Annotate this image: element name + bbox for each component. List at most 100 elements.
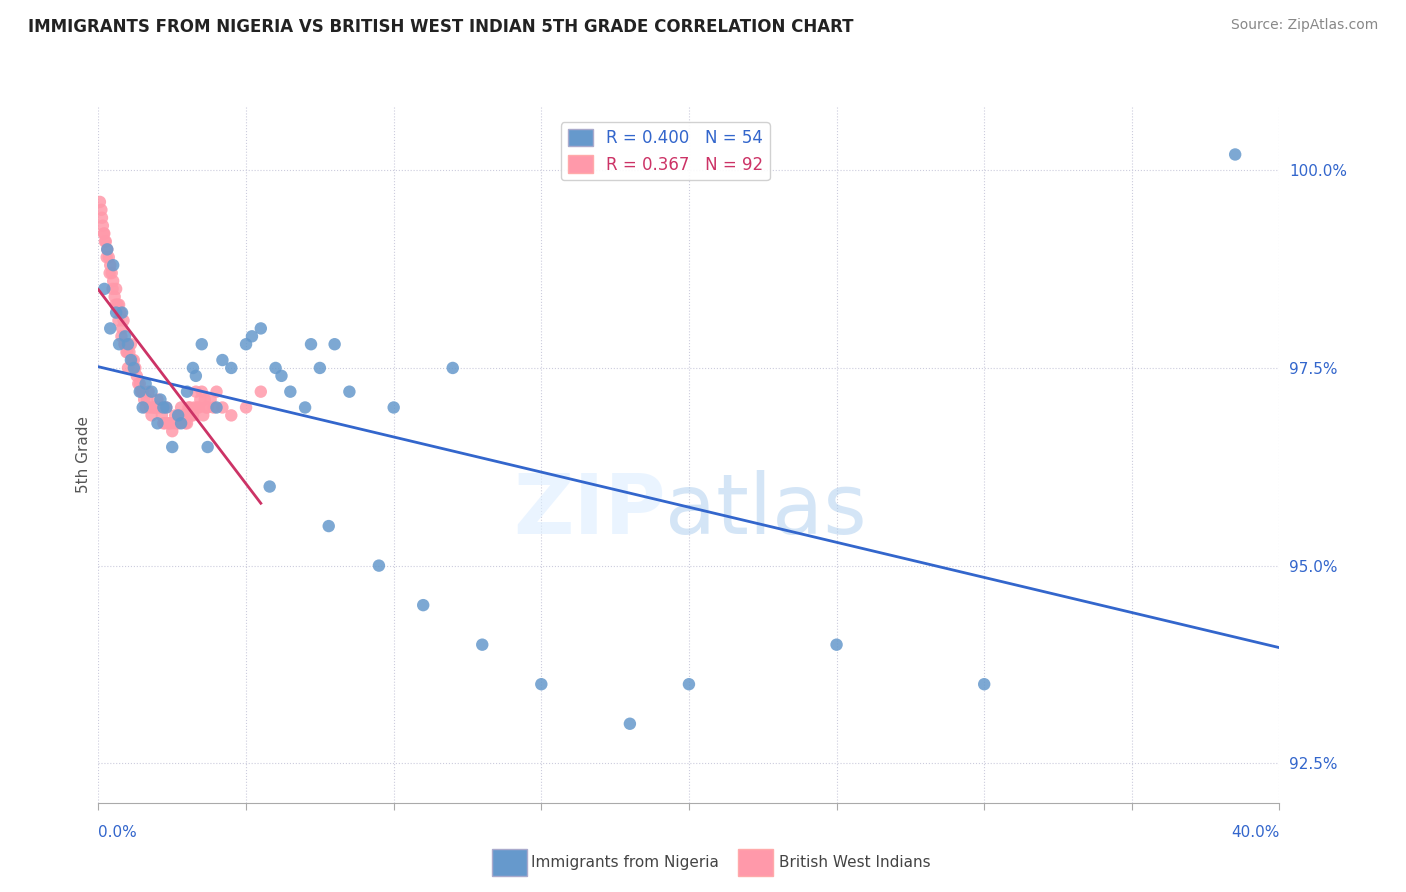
Point [193,409,215,423]
Point [97,250,120,264]
Point [135,376,157,391]
Point [270,368,292,383]
Point [309,361,332,376]
Point [96,250,118,264]
Point [103,274,125,288]
Point [176,417,198,431]
Point [177,401,200,415]
Point [150,409,173,423]
Point [163,417,186,431]
Point [197,440,219,454]
Point [176,384,198,399]
Point [235,337,257,351]
Point [104,298,127,312]
Point [250,321,273,335]
Point [337,384,360,399]
Point [294,401,316,415]
Text: ZIP: ZIP [513,470,665,551]
Point [382,401,405,415]
Point [146,392,169,407]
Point [323,337,346,351]
Point [188,392,211,407]
Point [211,401,233,415]
Text: Immigrants from Nigeria: Immigrants from Nigeria [531,855,720,870]
Point [108,298,131,312]
Point [146,417,169,431]
Point [148,401,170,415]
Point [91,211,114,225]
Point [142,401,165,415]
Point [179,401,201,415]
Point [143,401,166,415]
Point [156,417,179,431]
Point [412,598,434,612]
Point [264,361,287,376]
Point [93,227,115,241]
Point [105,305,128,319]
Point [145,401,167,415]
Point [184,384,207,399]
Point [167,417,190,431]
Point [115,345,138,359]
Point [96,243,118,257]
Point [117,345,139,359]
Point [112,337,135,351]
Point [122,361,145,376]
Point [191,337,214,351]
Point [240,329,263,343]
Point [205,384,228,399]
Point [187,401,209,415]
Point [128,384,150,399]
Text: 40.0%: 40.0% [1232,825,1279,840]
Point [155,401,177,415]
Y-axis label: 5th Grade: 5th Grade [76,417,91,493]
Text: British West Indians: British West Indians [779,855,931,870]
Point [120,337,142,351]
Point [205,401,228,415]
Point [112,313,135,327]
Point [825,638,848,652]
Point [93,282,115,296]
Point [152,417,174,431]
Point [186,401,208,415]
Point [530,677,553,691]
Point [180,409,202,423]
Point [162,440,183,454]
Point [169,409,191,423]
Point [149,401,172,415]
Point [973,677,995,691]
Point [118,345,141,359]
Text: 0.0%: 0.0% [98,825,138,840]
Point [128,376,150,391]
Point [141,409,163,423]
Point [250,384,273,399]
Point [89,194,111,209]
Point [138,384,160,399]
Point [91,219,114,233]
Point [129,384,152,399]
Point [107,298,129,312]
Point [1223,147,1246,161]
Point [152,401,174,415]
Point [114,337,136,351]
Point [318,519,340,533]
Text: atlas: atlas [665,470,868,551]
Point [105,282,128,296]
Point [278,384,302,399]
Point [103,258,125,272]
Point [98,266,121,280]
Point [132,384,155,399]
Point [132,401,155,415]
Point [173,409,195,423]
Point [141,384,163,399]
Point [134,392,156,407]
Point [155,401,177,415]
Point [125,368,148,383]
Point [170,401,193,415]
Point [167,409,190,423]
Text: IMMIGRANTS FROM NIGERIA VS BRITISH WEST INDIAN 5TH GRADE CORRELATION CHART: IMMIGRANTS FROM NIGERIA VS BRITISH WEST … [28,18,853,36]
Point [174,417,197,431]
Point [114,329,136,343]
Point [121,353,143,368]
Point [170,417,193,431]
